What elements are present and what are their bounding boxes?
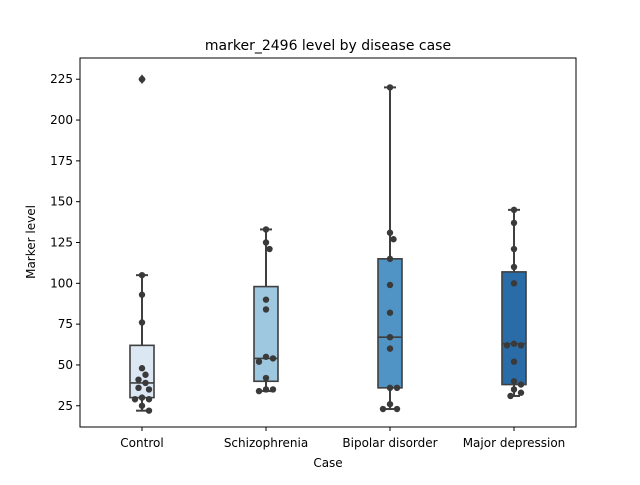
x-tick-label: Major depression — [463, 436, 566, 450]
data-point — [510, 206, 518, 214]
data-point — [262, 239, 270, 246]
data-point — [135, 376, 142, 383]
data-point — [138, 291, 146, 298]
data-point — [510, 378, 518, 385]
data-point — [138, 76, 146, 83]
data-point — [390, 236, 397, 243]
data-point — [393, 384, 401, 392]
data-point — [386, 333, 394, 341]
data-point — [145, 386, 153, 393]
data-point — [138, 319, 146, 326]
y-axis-label: Marker level — [24, 205, 38, 279]
data-point — [517, 389, 525, 396]
box-iqr — [253, 285, 279, 383]
data-point — [138, 365, 146, 372]
data-point — [510, 245, 518, 253]
chart-title: marker_2496 level by disease case — [205, 38, 451, 54]
plot-layer — [129, 74, 527, 414]
data-point — [503, 342, 511, 349]
data-point — [386, 384, 394, 392]
data-point — [379, 405, 387, 413]
data-point — [507, 392, 514, 400]
data-point — [142, 379, 149, 387]
data-point — [386, 255, 394, 263]
data-point — [386, 84, 394, 91]
data-point — [393, 405, 401, 413]
y-tick-label: 50 — [58, 358, 73, 372]
box-group-schizophrenia — [253, 228, 279, 393]
data-point — [510, 263, 518, 271]
tick-layer: 25 50 75 100 125 150 175 200 225 Control Schizophr… — [50, 72, 565, 450]
data-point — [138, 394, 146, 401]
data-point — [269, 355, 277, 362]
data-point — [262, 386, 270, 393]
data-point — [262, 306, 270, 313]
data-point — [138, 402, 146, 409]
data-point — [131, 396, 139, 403]
y-tick-label: 150 — [50, 195, 73, 209]
data-point — [262, 374, 270, 382]
data-point — [386, 229, 394, 236]
box-iqr — [501, 271, 527, 386]
data-point — [255, 358, 263, 365]
data-point — [145, 396, 153, 403]
data-point — [255, 387, 263, 395]
y-tick-label: 200 — [50, 113, 73, 127]
data-point — [145, 407, 153, 414]
x-tick-label: Schizophrenia — [224, 436, 308, 450]
data-point — [138, 271, 146, 279]
x-tick-label: Bipolar disorder — [342, 436, 437, 450]
box-iqr — [377, 258, 403, 389]
data-point — [386, 281, 394, 289]
y-tick-label: 175 — [50, 154, 73, 168]
box-group-major-depression — [501, 208, 527, 397]
data-point — [517, 381, 525, 388]
data-point — [510, 386, 518, 393]
data-point — [510, 219, 518, 227]
data-point — [386, 345, 394, 352]
data-point — [135, 384, 142, 392]
data-point — [142, 371, 149, 378]
data-point — [262, 296, 270, 303]
data-point — [386, 400, 394, 408]
y-tick-label: 225 — [50, 72, 73, 86]
y-tick-label: 100 — [50, 276, 73, 290]
x-axis-label: Case — [313, 456, 342, 470]
data-point — [510, 340, 518, 347]
y-tick-label: 25 — [58, 399, 73, 413]
y-tick-label: 125 — [50, 236, 73, 250]
data-point — [262, 353, 270, 360]
data-point — [517, 342, 525, 349]
x-tick-label: Control — [120, 436, 163, 450]
data-point — [510, 280, 518, 287]
data-point — [262, 226, 270, 233]
data-point — [266, 245, 273, 253]
data-point — [386, 309, 394, 316]
y-tick-label: 75 — [58, 317, 73, 331]
data-point — [269, 386, 277, 393]
box-group-bipolar-disorder — [377, 86, 403, 411]
data-point — [510, 358, 518, 365]
